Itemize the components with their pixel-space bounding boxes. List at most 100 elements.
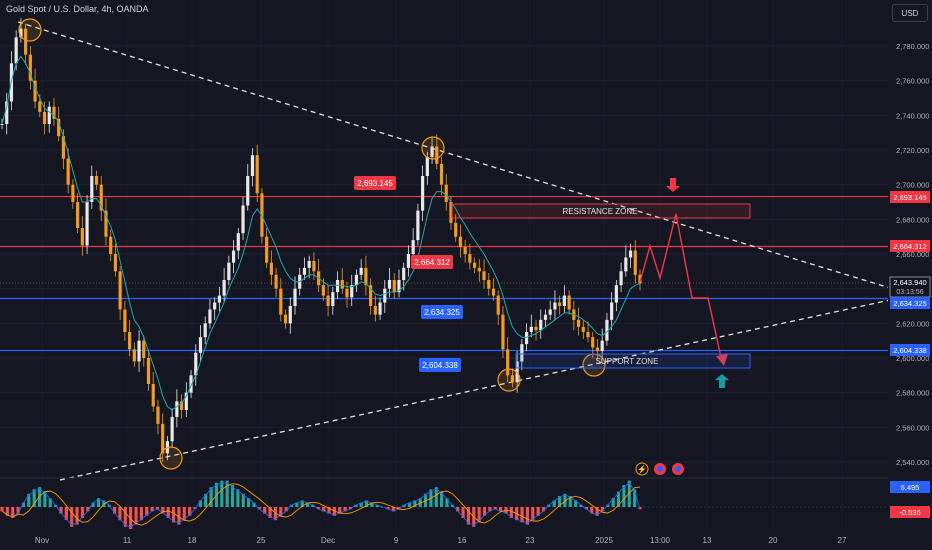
candle-body — [151, 384, 155, 407]
candle-body — [638, 274, 642, 284]
down-arrow-icon — [666, 178, 680, 192]
up-arrow-icon — [715, 374, 729, 388]
y-tick-label: 2,580.000 — [896, 389, 929, 398]
macd-bar — [155, 507, 160, 510]
macd-bar — [150, 507, 154, 512]
macd-bar — [112, 507, 117, 514]
macd-bar — [0, 507, 4, 512]
macd-bar — [359, 502, 363, 507]
axis-tag-resistance-lower: 2,664.312 — [890, 240, 930, 252]
y-tick-label: 2,780.000 — [896, 42, 929, 51]
candle-body — [213, 302, 217, 310]
candle-body — [217, 295, 221, 303]
svg-text:-0.535: -0.535 — [899, 508, 920, 517]
resistance-upper-chart-label: 2,693.145 — [354, 176, 396, 190]
macd-bar — [423, 493, 428, 507]
candle-body — [198, 337, 203, 353]
lightning-event-icon — [635, 462, 649, 476]
svg-text:2,664.312: 2,664.312 — [893, 242, 926, 251]
macd-bar — [48, 498, 52, 507]
macd-bar — [209, 487, 213, 507]
y-tick-label: 2,720.000 — [896, 146, 929, 155]
candle-body — [279, 288, 283, 315]
macd-bar — [584, 507, 588, 510]
candle-body — [246, 176, 250, 206]
candle-body — [378, 302, 382, 315]
candle-body — [543, 314, 548, 320]
macd-bar — [37, 487, 42, 507]
candle-body — [425, 156, 429, 176]
candle-body — [33, 80, 37, 102]
candle-body — [203, 323, 207, 338]
candle-body — [28, 54, 32, 81]
projection-arrowhead — [716, 354, 728, 366]
candle-body — [439, 163, 444, 185]
candle-body — [383, 288, 387, 303]
time-axis[interactable]: Nov 11 18 25 Dec 9 16 23 2025 13:00 13 20 27 — [35, 536, 847, 545]
macd-bar — [123, 507, 127, 527]
candle-body — [624, 257, 628, 272]
macd-bar — [552, 500, 556, 507]
y-tick-label: 2,540.000 — [896, 458, 929, 467]
pivot-circle — [421, 136, 445, 160]
macd-bar — [241, 493, 245, 507]
macd-bar — [107, 504, 111, 507]
macd-bar — [316, 507, 320, 510]
macd-bar — [5, 507, 9, 516]
svg-text:2,634.325: 2,634.325 — [893, 299, 926, 308]
macd-bar — [397, 507, 401, 510]
price-axis[interactable]: 2,780.000 2,760.000 2,740.000 2,720.000 2,70… — [888, 0, 932, 550]
y-tick-label: 2,560.000 — [896, 423, 929, 432]
macd-bar — [579, 504, 583, 507]
macd-bar — [440, 491, 444, 507]
macd-bar — [284, 507, 288, 512]
event-icons[interactable]: ⚡ — [635, 462, 684, 476]
projection-path — [639, 213, 723, 363]
candle-body — [94, 176, 99, 185]
candle-body — [47, 106, 51, 124]
candle-body — [350, 285, 354, 298]
y-tick-label: 2,760.000 — [896, 77, 929, 86]
currency-button[interactable]: USD — [892, 4, 928, 22]
macd-bar — [509, 507, 513, 518]
candle-body — [614, 285, 618, 303]
candle-body — [104, 210, 108, 237]
candle-body — [307, 260, 311, 268]
pivot-circle — [18, 18, 42, 42]
macd-bar — [295, 502, 299, 507]
axis-tag-current-price: 2,643.940 03:13:56 — [889, 276, 931, 298]
candle-body — [373, 306, 377, 315]
candle-body — [283, 314, 288, 324]
support-zone: SUPPORT ZONE — [515, 353, 751, 369]
y-tick-label: 2,620.000 — [896, 319, 929, 328]
candle-body — [326, 295, 330, 306]
macd-bar — [166, 507, 170, 518]
candle-body — [619, 271, 623, 286]
macd-bar — [279, 507, 283, 516]
candle-body — [241, 205, 245, 234]
candle-body — [416, 210, 420, 241]
macd-bar — [574, 500, 578, 507]
macd-bar — [482, 507, 487, 516]
candle-body — [132, 349, 136, 362]
candle-body — [369, 285, 373, 306]
macd-bar — [547, 504, 551, 507]
candle-body — [57, 118, 61, 137]
macd-bar — [343, 507, 347, 512]
svg-text:2,693.145: 2,693.145 — [357, 179, 393, 188]
candle-body — [302, 267, 307, 275]
candle-body — [222, 280, 226, 296]
candle-body — [458, 236, 463, 248]
candle-body — [387, 280, 392, 289]
macd-bar — [364, 500, 369, 507]
macd-bar — [322, 507, 326, 512]
support-upper-chart-label: 2,634.325 — [421, 305, 463, 319]
candle-body — [539, 319, 543, 331]
candle-body — [161, 423, 165, 454]
axis-tag-support-lower: 2,604.338 — [890, 344, 930, 356]
svg-text:2,604.338: 2,604.338 — [893, 346, 926, 355]
x-tick-label: 9 — [394, 536, 399, 545]
candle-body — [146, 358, 151, 384]
